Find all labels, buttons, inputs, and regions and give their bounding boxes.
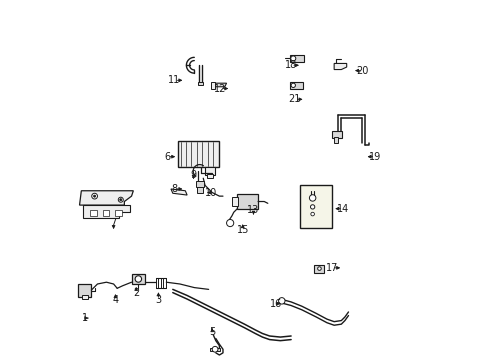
Circle shape <box>93 195 96 197</box>
Bar <box>131 274 145 284</box>
Bar <box>204 167 215 175</box>
Bar <box>290 55 304 62</box>
Bar <box>314 265 324 273</box>
Bar <box>300 185 332 228</box>
Text: 20: 20 <box>356 66 368 76</box>
Bar <box>333 137 338 143</box>
Circle shape <box>118 197 123 202</box>
Text: 4: 4 <box>112 295 118 305</box>
Text: 16: 16 <box>269 299 282 309</box>
Text: 2: 2 <box>133 288 139 298</box>
Bar <box>197 187 203 193</box>
Bar <box>102 211 109 216</box>
Text: 13: 13 <box>247 206 259 216</box>
Bar <box>82 296 88 299</box>
Text: 19: 19 <box>368 152 381 162</box>
Polygon shape <box>83 205 129 218</box>
Bar <box>211 82 215 89</box>
Circle shape <box>92 193 97 199</box>
Text: 5: 5 <box>209 327 215 337</box>
Circle shape <box>317 267 321 270</box>
Circle shape <box>212 346 218 352</box>
Text: 18: 18 <box>285 60 297 70</box>
Polygon shape <box>80 191 133 205</box>
Bar <box>90 211 97 216</box>
Bar <box>78 284 91 297</box>
Text: 11: 11 <box>168 75 181 85</box>
Circle shape <box>310 212 314 216</box>
Circle shape <box>278 298 285 304</box>
Circle shape <box>120 199 122 201</box>
Text: 8: 8 <box>171 184 177 194</box>
Text: 21: 21 <box>288 94 300 104</box>
Bar <box>196 181 203 187</box>
Circle shape <box>310 205 314 209</box>
Text: 7: 7 <box>110 218 117 228</box>
Polygon shape <box>333 63 346 69</box>
Text: 9: 9 <box>190 170 196 180</box>
Text: 6: 6 <box>164 152 170 162</box>
Bar <box>115 211 122 216</box>
Circle shape <box>226 220 233 226</box>
Bar <box>178 140 219 167</box>
Text: 17: 17 <box>325 263 338 273</box>
Circle shape <box>290 56 295 61</box>
Text: 14: 14 <box>336 204 348 214</box>
Circle shape <box>135 276 142 282</box>
Text: 10: 10 <box>205 188 217 198</box>
Bar <box>237 194 258 209</box>
Bar <box>206 174 213 178</box>
Bar <box>332 131 342 138</box>
Text: 1: 1 <box>81 313 88 323</box>
Text: 15: 15 <box>236 225 248 235</box>
Bar <box>290 82 303 89</box>
Polygon shape <box>212 83 226 87</box>
Text: 12: 12 <box>214 84 226 94</box>
Polygon shape <box>171 189 187 195</box>
Circle shape <box>309 195 315 201</box>
Text: 3: 3 <box>155 295 161 305</box>
Bar <box>210 348 219 351</box>
Circle shape <box>290 83 295 87</box>
Bar <box>198 82 203 85</box>
Bar <box>231 197 238 206</box>
